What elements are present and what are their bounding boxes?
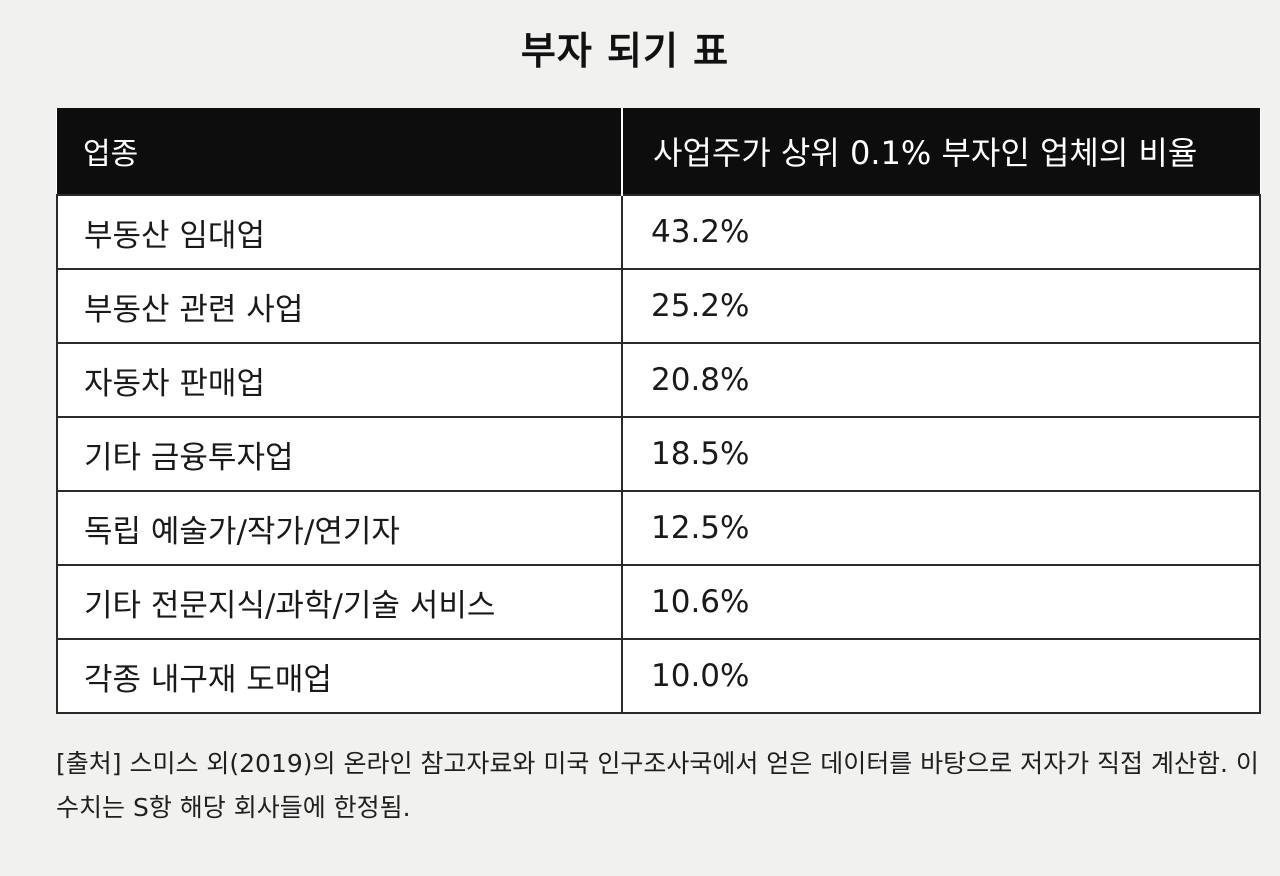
table-row: 부동산 임대업 43.2% xyxy=(56,194,1261,270)
industry-cell: 기타 전문지식/과학/기술 서비스 xyxy=(56,564,623,640)
ratio-cell: 25.2% xyxy=(621,268,1261,344)
data-table-container: 업종 사업주가 상위 0.1% 부자인 업체의 비율 부동산 임대업 43.2%… xyxy=(56,108,1261,714)
ratio-cell: 10.6% xyxy=(621,564,1261,640)
ratio-cell: 18.5% xyxy=(621,416,1261,492)
table-row: 기타 금융투자업 18.5% xyxy=(56,416,1261,492)
page-title: 부자 되기 표 xyxy=(520,29,730,73)
industry-cell: 기타 금융투자업 xyxy=(56,416,623,492)
industry-cell: 부동산 임대업 xyxy=(56,194,623,270)
industry-cell: 각종 내구재 도매업 xyxy=(56,638,623,714)
ratio-cell: 12.5% xyxy=(621,490,1261,566)
table-row: 부동산 관련 사업 25.2% xyxy=(56,268,1261,344)
header-ratio: 사업주가 상위 0.1% 부자인 업체의 비율 xyxy=(622,108,1260,195)
source-note: [출처] 스미스 외(2019)의 온라인 참고자료와 미국 인구조사국에서 얻… xyxy=(56,749,1259,822)
ratio-cell: 20.8% xyxy=(621,342,1261,418)
industry-cell: 자동차 판매업 xyxy=(56,342,623,418)
ratio-cell: 10.0% xyxy=(621,638,1261,714)
table-row: 기타 전문지식/과학/기술 서비스 10.6% xyxy=(56,564,1261,640)
table-row: 독립 예술가/작가/연기자 12.5% xyxy=(56,490,1261,566)
header-industry: 업종 xyxy=(57,108,623,195)
industry-cell: 독립 예술가/작가/연기자 xyxy=(56,490,623,566)
ratio-cell: 43.2% xyxy=(621,194,1261,270)
table-row: 각종 내구재 도매업 10.0% xyxy=(56,638,1261,714)
table-row: 자동차 판매업 20.8% xyxy=(56,342,1261,418)
industry-ratio-table: 업종 사업주가 상위 0.1% 부자인 업체의 비율 부동산 임대업 43.2%… xyxy=(56,108,1261,714)
industry-cell: 부동산 관련 사업 xyxy=(56,268,623,344)
table-header-row: 업종 사업주가 상위 0.1% 부자인 업체의 비율 xyxy=(57,108,1260,195)
